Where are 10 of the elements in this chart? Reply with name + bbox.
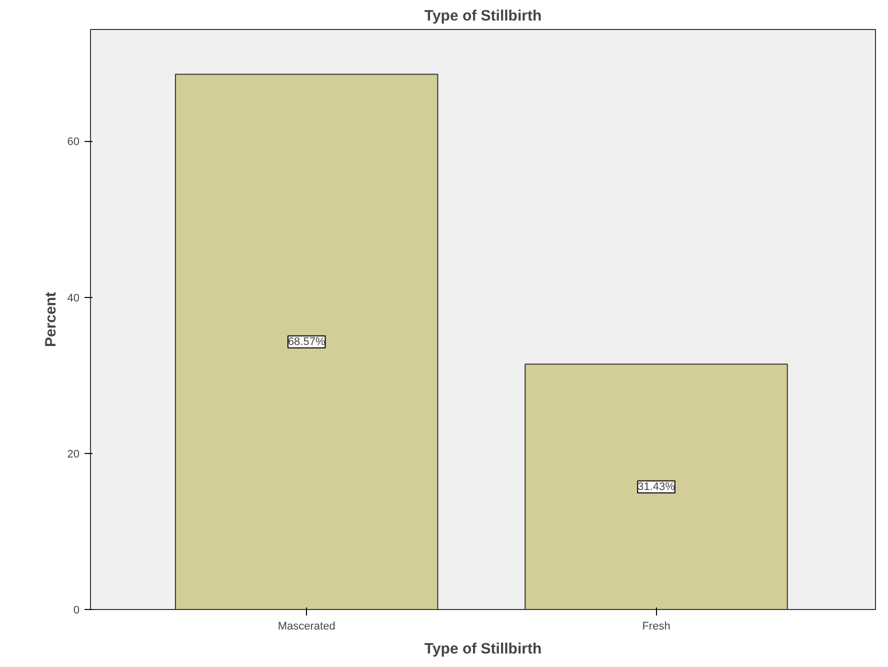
y-axis-title: Percent — [42, 292, 60, 348]
x-tick-label: Fresh — [642, 620, 670, 632]
y-tick-label: 20 — [67, 448, 80, 460]
y-tick-label: 0 — [73, 604, 80, 616]
x-axis-title: Type of Stillbirth — [424, 640, 542, 658]
data-label: 31.43% — [638, 480, 676, 493]
chart-title: Type of Stillbirth — [424, 8, 542, 24]
y-tick-label: 40 — [67, 292, 80, 304]
x-tick-label: Mascerated — [278, 620, 336, 632]
y-tick-label: 60 — [67, 136, 80, 148]
